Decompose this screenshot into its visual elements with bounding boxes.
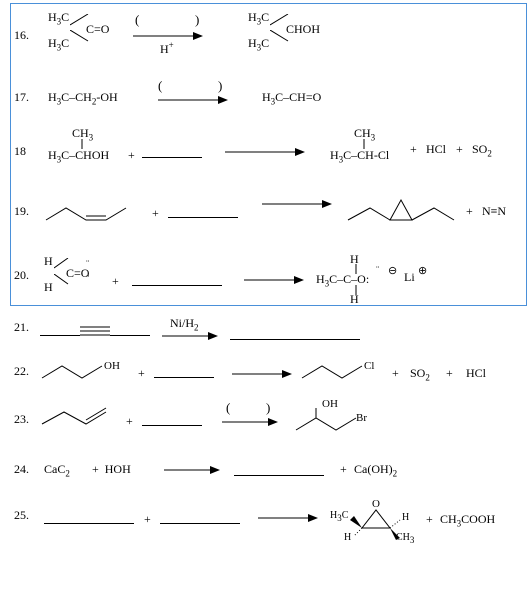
problem-number: 25. [14,508,29,523]
problem-row: 19. + + N≡N [0,188,529,238]
reactant-blank-left [40,334,80,336]
arrow-icon [244,274,304,286]
plus-sign: + [112,274,119,289]
reagent-blank [132,284,222,286]
arrow-icon [232,368,292,380]
arrow-icon [225,146,305,158]
byproduct: CH3COOH [440,512,495,528]
plus-sign: + HOH [92,462,131,477]
arrow-icon [158,94,228,106]
oh-label: OH [104,360,120,372]
product-structure [346,192,456,226]
plus-sign: + [128,148,135,163]
reagent-blank [168,216,238,218]
problem-row: 18 CH3 H3C–CHOH + CH3 H3C–CH-Cl + HCl + … [0,124,529,174]
problem-row: 16. H3C C=O H3C ( ) H+ H3C CHOH H3C [0,8,529,58]
problem-number: 16. [14,28,29,43]
problem-number: 17. [14,90,29,105]
arrow-icon [164,464,220,476]
plus-sign: + [144,512,151,527]
reagent-blank [142,156,202,158]
arrow-icon [262,198,332,210]
problem-number: 23. [14,412,29,427]
problem-number: 24. [14,462,29,477]
product-blank [230,338,360,340]
reactant-blank-right [110,334,150,336]
reagent-blank [160,522,240,524]
product-structure [300,358,370,384]
reagent-blank [154,376,214,378]
reactant-blank [44,522,134,524]
plus-sign: + [410,142,417,157]
byproduct: SO2 [472,142,492,158]
plus-sign: + [466,204,473,219]
problem-number: 19. [14,204,29,219]
byproduct: SO2 [410,366,430,382]
plus-sign: + [340,462,347,477]
problem-row: 25. + O H3C H H CH3 + CH3COOH [0,498,529,548]
byproduct: Ca(OH)2 [354,462,397,478]
triple-bond-icon [80,326,110,336]
problem-row: 22. OH + Cl + SO2 + HCl [0,354,529,404]
reactant-structure: CaC2 [44,462,70,478]
plus-sign: + [152,206,159,221]
byproduct: HCl [466,366,486,381]
reagent-blank [142,424,202,426]
problem-row: 24. CaC2 + HOH + Ca(OH)2 [0,452,529,502]
reactant-structure [44,196,134,226]
arrow-icon [162,330,218,342]
byproduct: HCl [426,142,446,157]
problem-number: 20. [14,268,29,283]
arrow-icon [222,416,278,428]
plus-sign: + [138,366,145,381]
cl-label: Cl [364,360,374,372]
problem-number: 21. [14,320,29,335]
plus-sign: + [456,142,463,157]
reactant-structure [40,406,110,430]
condition-below-arrow: H+ [160,40,174,57]
plus-sign: + [446,366,453,381]
reactant-structure: H3C–CH2-OH [48,90,118,106]
problem-row: 17. H3C–CH2-OH ( ) H3C–CH=O [0,78,529,128]
product-structure: H3C–CH=O [262,90,321,106]
problem-row: 23. + ( ) OH Br [0,398,529,448]
plus-sign: + [392,366,399,381]
byproduct: N≡N [482,204,506,219]
problem-number: 22. [14,364,29,379]
plus-sign: + [126,414,133,429]
problem-number: 18 [14,144,26,159]
plus-sign: + [426,512,433,527]
product-blank [234,474,324,476]
arrow-icon [258,512,318,524]
problem-row: 20. H C=O ¨ ¨ H + H H3C–C–O: ¨ ⊖ H Li ⊕ [0,252,529,302]
